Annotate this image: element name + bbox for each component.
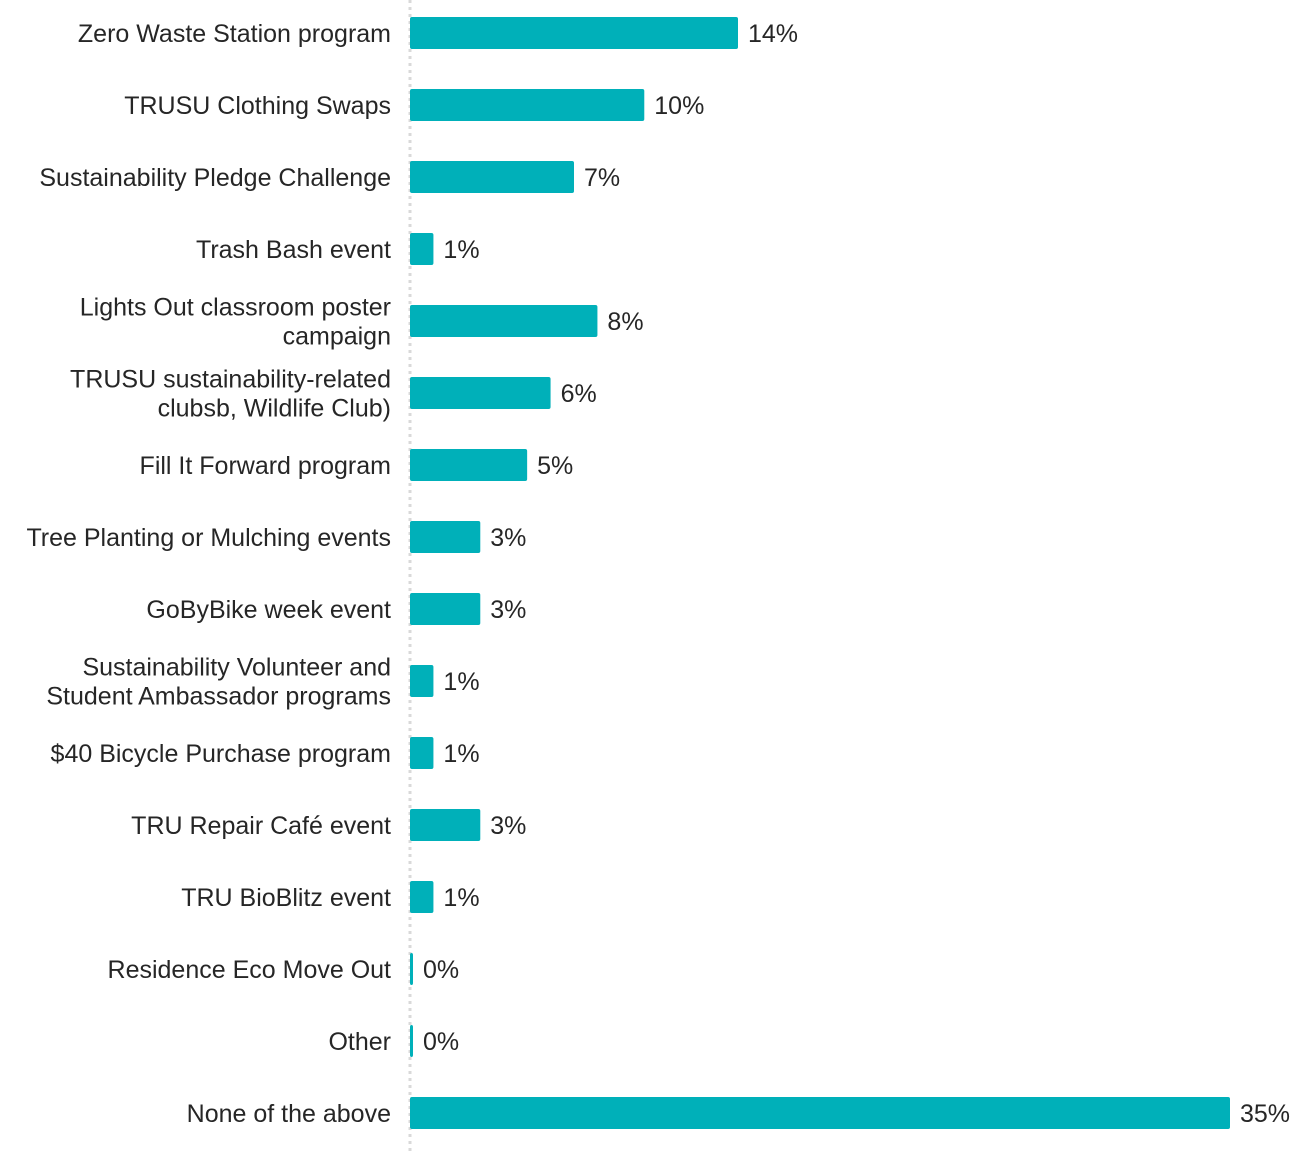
category-label-line: TRU BioBlitz event: [181, 884, 391, 912]
value-label: 1%: [443, 668, 479, 696]
category-label-line: clubsb, Wildlife Club): [158, 395, 391, 423]
bar: [410, 809, 481, 841]
category-label: TRU BioBlitz event: [181, 884, 391, 912]
bar: [410, 1025, 413, 1057]
bar: [410, 665, 434, 697]
value-label: 1%: [443, 884, 479, 912]
category-label: None of the above: [187, 1100, 391, 1128]
category-label-line: Tree Planting or Mulching events: [26, 524, 391, 552]
category-label: Zero Waste Station program: [78, 20, 391, 48]
category-label: Sustainability Volunteer and Student Amba…: [46, 654, 391, 711]
category-label-line: Trash Bash event: [196, 236, 391, 264]
category-label-line: Other: [328, 1028, 391, 1056]
bar: [410, 233, 434, 265]
category-label: $40 Bicycle Purchase program: [51, 740, 391, 768]
value-label: 7%: [584, 164, 620, 192]
bar: [410, 449, 528, 481]
bar: [410, 593, 481, 625]
category-label: Trash Bash event: [196, 236, 391, 264]
category-label-line: TRUSU Clothing Swaps: [124, 92, 391, 120]
category-label-line: campaign: [283, 323, 391, 351]
bar: [410, 89, 645, 121]
value-label: 3%: [490, 524, 526, 552]
category-label: Fill It Forward program: [140, 452, 391, 480]
category-labels: Zero Waste Station program TRUSU Clothing…: [26, 20, 391, 1128]
value-label: 5%: [537, 452, 573, 480]
category-label: Other: [328, 1028, 391, 1056]
value-label: 1%: [443, 740, 479, 768]
category-label-line: None of the above: [187, 1100, 391, 1128]
bar: [410, 17, 738, 49]
category-label: Residence Eco Move Out: [108, 956, 392, 984]
bar: [410, 161, 574, 193]
category-label-line: Residence Eco Move Out: [108, 956, 392, 984]
category-label-line: Fill It Forward program: [140, 452, 391, 480]
category-label-line: $40 Bicycle Purchase program: [51, 740, 391, 768]
bar: [410, 305, 598, 337]
category-label-line: Lights Out classroom poster: [80, 294, 391, 322]
bar: [410, 953, 413, 985]
value-label: 6%: [561, 380, 597, 408]
category-label-line: Student Ambassador programs: [46, 683, 391, 711]
category-label: Tree Planting or Mulching events: [26, 524, 391, 552]
value-label: 14%: [748, 20, 798, 48]
category-label-line: Zero Waste Station program: [78, 20, 391, 48]
value-labels: 14% 10% 7% 1% 8% 6% 5% 3% 3% 1% 1% 3% 1% 0% 0% 35%: [423, 20, 1290, 1128]
value-label: 35%: [1240, 1100, 1290, 1128]
category-label: GoByBike week event: [146, 596, 391, 624]
category-label-line: GoByBike week event: [146, 596, 391, 624]
value-label: 1%: [443, 236, 479, 264]
category-label: Sustainability Pledge Challenge: [39, 164, 391, 192]
category-label-line: TRUSU sustainability-related: [70, 366, 391, 394]
category-label-line: Sustainability Pledge Challenge: [39, 164, 391, 192]
bar: [410, 1097, 1230, 1129]
category-label: TRUSU Clothing Swaps: [124, 92, 391, 120]
category-label-line: Sustainability Volunteer and: [82, 654, 391, 682]
category-label: TRUSU sustainability-related clubsb, Wild…: [70, 366, 391, 423]
bar: [410, 881, 434, 913]
bar: [410, 377, 551, 409]
value-label: 10%: [654, 92, 704, 120]
value-label: 0%: [423, 956, 459, 984]
value-label: 3%: [490, 812, 526, 840]
value-label: 0%: [423, 1028, 459, 1056]
bars: [410, 17, 1230, 1129]
value-label: 8%: [607, 308, 643, 336]
bar: [410, 521, 481, 553]
value-label: 3%: [490, 596, 526, 624]
category-label: Lights Out classroom poster campaign: [80, 294, 391, 351]
category-label-line: TRU Repair Café event: [131, 812, 391, 840]
bar: [410, 737, 434, 769]
category-label: TRU Repair Café event: [131, 812, 391, 840]
